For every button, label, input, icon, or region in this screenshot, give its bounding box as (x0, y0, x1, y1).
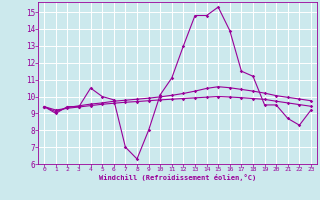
X-axis label: Windchill (Refroidissement éolien,°C): Windchill (Refroidissement éolien,°C) (99, 174, 256, 181)
